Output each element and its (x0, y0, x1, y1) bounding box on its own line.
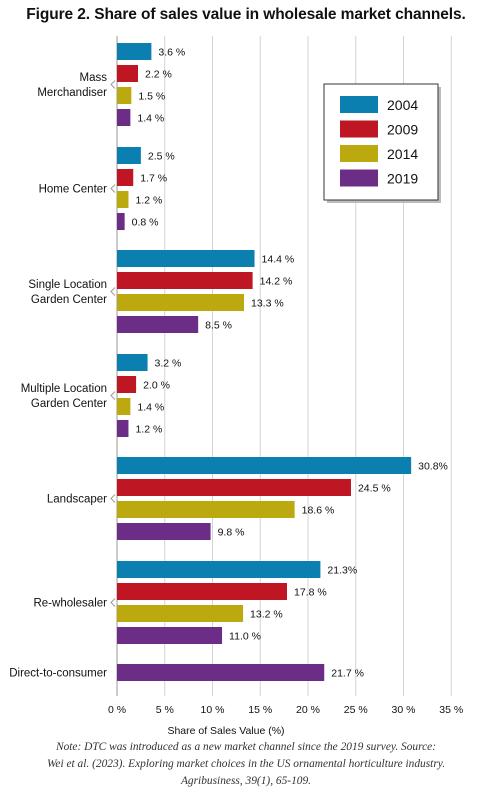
category-label: Merchandiser (37, 87, 107, 99)
group-bracket (110, 80, 116, 89)
bar-landscaper-2014 (117, 501, 295, 518)
category-label: Single Location (28, 279, 107, 291)
data-label: 24.5 % (358, 483, 391, 495)
x-tick-label: 0 % (108, 704, 126, 716)
x-tick-label: 20 % (296, 704, 320, 716)
category-label: Garden Center (31, 294, 107, 306)
data-label: 18.6 % (302, 505, 335, 517)
data-label: 2.0 % (143, 380, 170, 392)
note-line-3: Agribusiness, 39(1), 65-109. (180, 775, 312, 787)
data-label: 0.8 % (132, 217, 159, 229)
legend-swatch-2009 (340, 120, 378, 138)
group-bracket (110, 598, 116, 607)
x-tick-label: 30 % (392, 704, 416, 716)
bar-landscaper-2009 (117, 479, 351, 496)
category-label: Garden Center (31, 398, 107, 410)
category-label: Landscaper (47, 494, 107, 506)
x-tick-label: 25 % (344, 704, 368, 716)
bar-home-center-2019 (117, 213, 125, 230)
bar-re-wholesaler-2019 (117, 627, 223, 644)
data-label: 13.2 % (250, 609, 283, 621)
source-note: Note: DTC was introduced as a new market… (0, 739, 492, 790)
bar-mass-merchandiser-2004 (117, 43, 152, 60)
x-tick-label: 5 % (156, 704, 174, 716)
x-tick-label: 10 % (201, 704, 225, 716)
x-tick-label: 35 % (439, 704, 463, 716)
data-label: 21.3% (327, 565, 357, 577)
note-line-1: Note: DTC was introduced as a new market… (55, 741, 437, 753)
data-label: 14.4 % (262, 254, 295, 266)
group-bracket (110, 494, 116, 503)
bar-multiple-location-garden-center-2004 (117, 354, 148, 371)
data-label: 2.5 % (148, 151, 175, 163)
bar-direct-to-consumer-2019 (117, 664, 325, 681)
chart-title: Figure 2. Share of sales value in wholes… (26, 6, 466, 23)
bar-re-wholesaler-2004 (117, 561, 321, 578)
category-label: Re-wholesaler (33, 598, 107, 610)
data-label: 13.3 % (251, 298, 284, 310)
bar-landscaper-2019 (117, 523, 211, 540)
group-bracket (110, 287, 116, 296)
data-label: 9.8 % (218, 527, 245, 539)
legend-label-2004: 2004 (387, 97, 418, 113)
data-label: 1.2 % (135, 195, 162, 207)
bar-mass-merchandiser-2009 (117, 65, 139, 82)
data-label: 30.8% (418, 461, 448, 473)
bar-single-location-garden-center-2009 (117, 272, 253, 289)
category-label: Multiple Location (21, 383, 107, 395)
data-label: 1.5 % (138, 91, 165, 103)
bar-landscaper-2004 (117, 457, 412, 474)
data-label: 14.2 % (260, 276, 293, 288)
data-label: 11.0 % (229, 631, 261, 643)
legend-label-2014: 2014 (387, 146, 418, 162)
group-bracket (110, 184, 116, 193)
category-label: Home Center (39, 184, 108, 196)
data-label: 2.2 % (145, 69, 172, 81)
data-label: 1.4 % (137, 402, 164, 414)
data-label: 1.7 % (140, 173, 167, 185)
bar-home-center-2009 (117, 169, 134, 186)
data-label: 1.2 % (135, 424, 162, 436)
data-label: 3.2 % (155, 358, 182, 370)
bar-single-location-garden-center-2019 (117, 316, 199, 333)
data-label: 21.7 % (331, 668, 364, 680)
legend-label-2019: 2019 (387, 171, 418, 187)
bar-re-wholesaler-2014 (117, 605, 244, 622)
category-label: Mass (80, 72, 108, 84)
bar-re-wholesaler-2009 (117, 583, 287, 600)
bar-mass-merchandiser-2019 (117, 109, 131, 126)
bar-multiple-location-garden-center-2014 (117, 398, 131, 415)
data-label: 17.8 % (294, 587, 327, 599)
bar-single-location-garden-center-2014 (117, 294, 245, 311)
data-label: 3.6 % (158, 47, 185, 59)
legend-label-2009: 2009 (387, 122, 418, 138)
data-label: 8.5 % (205, 320, 232, 332)
bar-single-location-garden-center-2004 (117, 250, 255, 267)
bar-home-center-2004 (117, 147, 141, 164)
bar-chart: 0 % 5 % 10 % 15 % 20 % 25 % 30 % 35 % Share of S… (9, 36, 463, 737)
legend-swatch-2019 (340, 169, 378, 187)
bar-home-center-2014 (117, 191, 129, 208)
data-label: 1.4 % (137, 113, 164, 125)
legend-swatch-2014 (340, 145, 378, 162)
x-tick-label: 15 % (248, 704, 272, 716)
bar-multiple-location-garden-center-2019 (117, 420, 129, 437)
category-label: Direct-to-consumer (9, 668, 107, 680)
legend-swatch-2004 (340, 96, 378, 113)
group-bracket (110, 391, 116, 400)
x-axis-title: Share of Sales Value (%) (167, 725, 284, 737)
note-line-2: Wei et al. (2023). Exploring market choi… (46, 758, 446, 770)
bar-mass-merchandiser-2014 (117, 87, 132, 104)
bar-multiple-location-garden-center-2009 (117, 376, 137, 393)
